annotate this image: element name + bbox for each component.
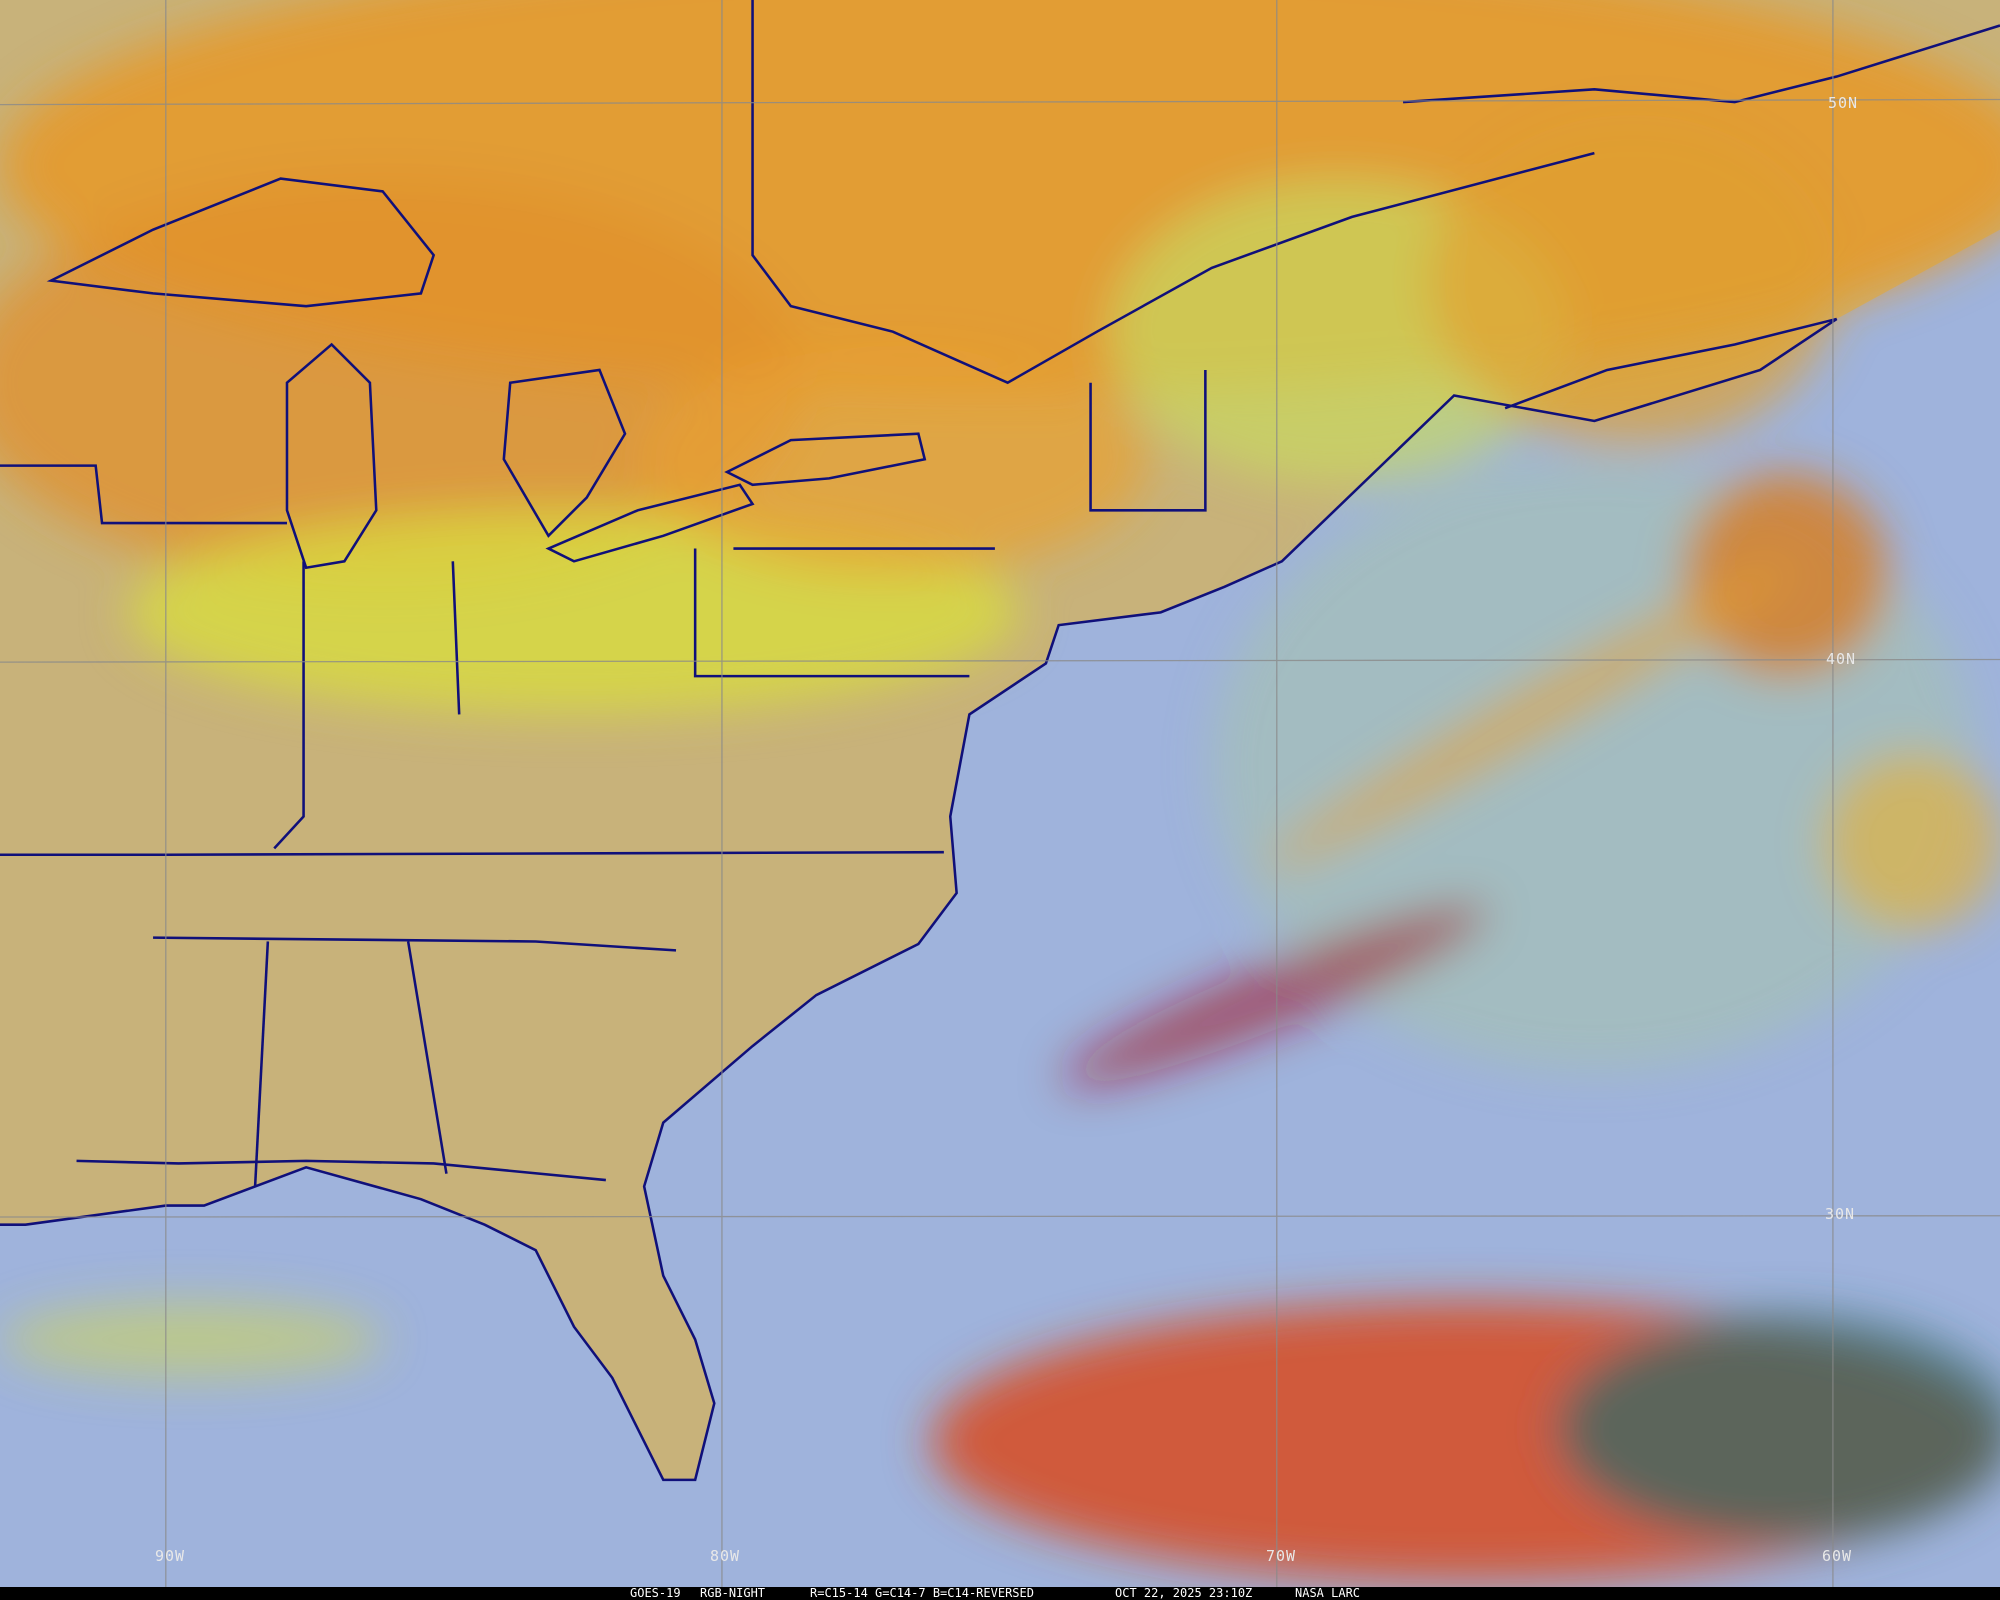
lon-label-90w: 90W xyxy=(155,1547,186,1565)
lake-huron xyxy=(502,368,627,538)
lon-label-70w: 70W xyxy=(1266,1547,1297,1565)
channel-recipe: R=C15-14 G=C14-7 B=C14-REVERSED xyxy=(810,1586,1034,1600)
lake-superior xyxy=(46,177,436,308)
credit: NASA LARC xyxy=(1295,1586,1361,1600)
lat-label-50n: 50N xyxy=(1828,94,1859,112)
lake-erie xyxy=(545,483,755,563)
lat-label-40n: 40N xyxy=(1826,650,1857,668)
observation-time: OCT 22, 2025 23:10Z xyxy=(1115,1586,1253,1600)
lon-label-60w: 60W xyxy=(1822,1547,1853,1565)
product-name: RGB-NIGHT xyxy=(700,1586,766,1600)
parallel-40n xyxy=(0,658,2000,663)
caption-bar: GOES-19 RGB-NIGHT R=C15-14 G=C14-7 B=C14… xyxy=(0,1587,2000,1600)
parallel-30n xyxy=(0,1215,2000,1218)
lat-label-30n: 30N xyxy=(1825,1205,1856,1223)
boundaries xyxy=(0,0,2000,1482)
parallel-50n xyxy=(0,98,2000,106)
lake-ontario xyxy=(724,432,927,487)
lake-michigan xyxy=(285,342,378,570)
lon-label-80w: 80W xyxy=(710,1547,741,1565)
coastline xyxy=(0,317,1838,1482)
satellite-name: GOES-19 xyxy=(630,1586,681,1600)
